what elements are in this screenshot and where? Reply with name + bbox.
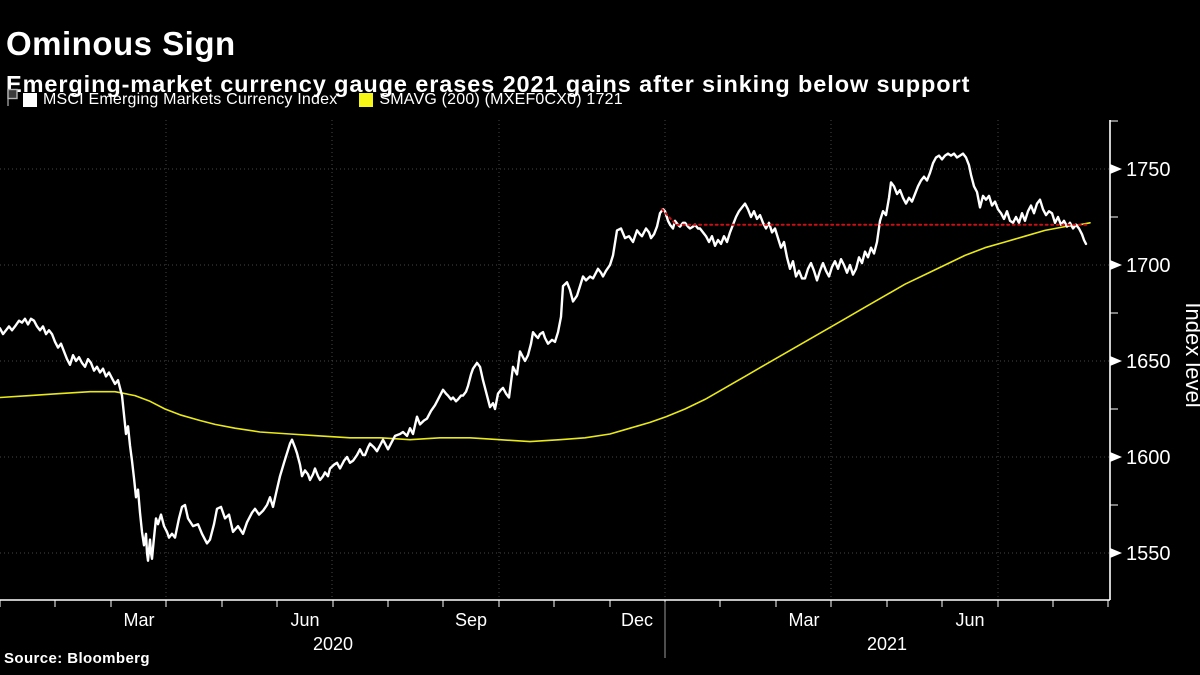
legend-item-label: MSCI Emerging Markets Currency Index xyxy=(43,91,338,108)
flag-icon xyxy=(5,88,19,112)
legend-item-smavg: SMAVG (200) (MXEF0CX0) 1721 xyxy=(359,91,623,109)
y-major-tick xyxy=(1110,356,1122,366)
y-tick-label: 1650 xyxy=(1126,351,1171,373)
x-year-label: 2021 xyxy=(867,634,907,654)
source-credit: Source: Bloomberg xyxy=(4,650,150,667)
y-major-tick xyxy=(1110,260,1122,270)
page-subtitle: Emerging-market currency gauge erases 20… xyxy=(6,70,971,97)
y-tick-label: 1600 xyxy=(1126,447,1171,469)
x-month-label: Mar xyxy=(124,610,155,630)
y-major-tick xyxy=(1110,164,1122,174)
y-major-tick xyxy=(1110,548,1122,558)
y-tick-label: 1750 xyxy=(1126,159,1171,181)
x-month-label: Jun xyxy=(290,610,319,630)
x-month-label: Dec xyxy=(621,610,653,630)
x-month-label: Mar xyxy=(789,610,820,630)
y-tick-label: 1550 xyxy=(1126,543,1171,565)
y-axis-title: Index level xyxy=(1181,302,1200,407)
x-month-label: Jun xyxy=(955,610,984,630)
x-year-label: 2020 xyxy=(313,634,353,654)
y-major-tick xyxy=(1110,452,1122,462)
index-line xyxy=(0,152,1088,562)
x-month-label: Sep xyxy=(455,610,487,630)
sma-line xyxy=(0,222,1091,443)
smavg-series-swatch xyxy=(359,93,374,107)
page-title: Ominous Sign xyxy=(6,25,236,63)
index-series-swatch xyxy=(23,93,37,107)
legend-item-label: SMAVG (200) (MXEF0CX0) 1721 xyxy=(379,91,623,108)
legend: MSCI Emerging Markets Currency Index SMA… xyxy=(5,88,645,112)
legend-item-index: MSCI Emerging Markets Currency Index xyxy=(23,91,337,109)
y-tick-label: 1700 xyxy=(1126,255,1171,277)
support-line xyxy=(661,208,1090,226)
